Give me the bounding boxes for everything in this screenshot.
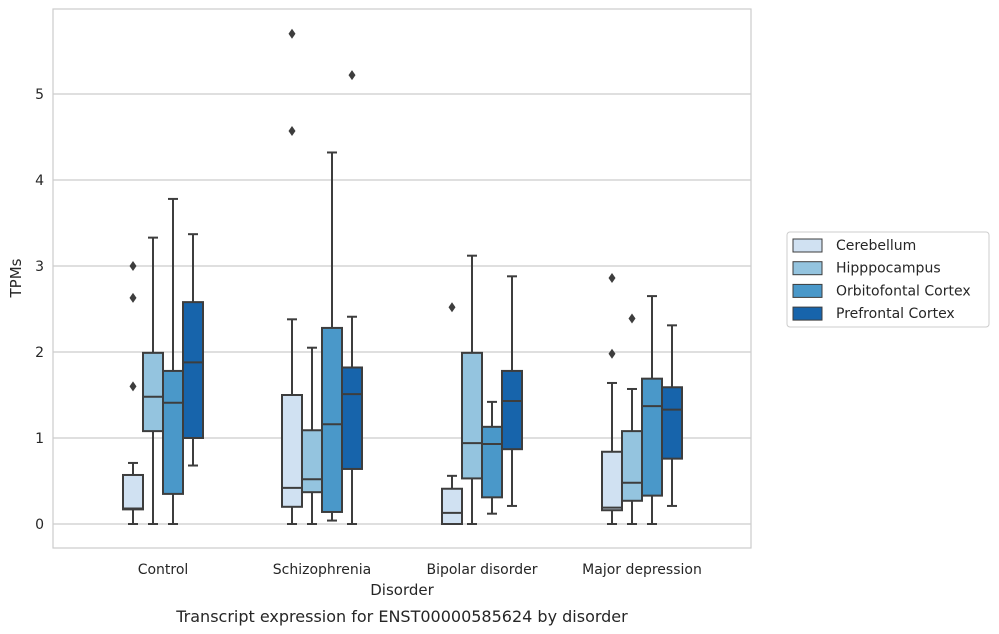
x-axis-ticks: Control Schizophrenia Bipolar disorder Majo… (138, 562, 702, 578)
y-tick-label: 5 (35, 87, 44, 103)
box-body (661, 386, 683, 460)
legend-label: Cerebellum (836, 238, 916, 254)
box-body (601, 450, 623, 512)
box-body (281, 394, 303, 508)
box (461, 254, 483, 525)
box-body (182, 301, 204, 439)
legend-swatch (792, 238, 823, 253)
box (441, 302, 463, 525)
box-body (641, 377, 663, 497)
outlier-point (129, 292, 137, 303)
box-series (122, 28, 683, 525)
box-body (301, 429, 323, 494)
y-tick-label: 3 (35, 259, 44, 275)
box-body (461, 351, 483, 480)
box (122, 261, 144, 525)
legend-label: Orbitofontal Cortex (836, 283, 971, 299)
legend-label: Hipppocampus (836, 261, 941, 277)
box-body (441, 487, 463, 525)
outlier-point (448, 302, 456, 313)
y-tick-label: 0 (35, 517, 44, 533)
plot-frame (52, 8, 752, 549)
legend: Cerebellum Hipppocampus Orbitofontal Corte… (786, 231, 990, 328)
y-tick-label: 1 (35, 431, 44, 447)
outlier-point (628, 313, 636, 324)
box-body (142, 351, 164, 433)
series-hipppocampus (142, 236, 643, 525)
box-body (122, 473, 144, 511)
outlier-point (129, 381, 137, 392)
box (481, 400, 503, 515)
x-tick-label: Bipolar disorder (426, 562, 537, 578)
x-tick-label: Major depression (582, 562, 702, 578)
box-body (621, 430, 643, 502)
outlier-point (129, 261, 137, 271)
plot-area (52, 8, 752, 549)
box (341, 70, 363, 525)
box-body (501, 369, 523, 451)
y-tick-label: 4 (35, 173, 44, 189)
legend-swatch (792, 283, 823, 298)
legend-swatch (792, 306, 823, 321)
box (142, 236, 164, 525)
box (501, 275, 523, 507)
y-tick-label: 2 (35, 345, 44, 361)
x-tick-label: Control (138, 562, 189, 578)
x-tick-label: Schizophrenia (273, 562, 371, 578)
box-body (162, 369, 184, 495)
legend-frame (786, 231, 990, 328)
outlier-point (348, 70, 356, 81)
legend-swatch (792, 261, 823, 276)
x-axis-title: Disorder (370, 581, 434, 599)
box-body (481, 425, 503, 499)
chart-caption: Transcript expression for ENST0000058562… (175, 607, 628, 626)
box-body (321, 326, 343, 513)
y-axis-title: TPMs (7, 258, 25, 298)
box (182, 233, 204, 467)
outlier-point (288, 125, 296, 136)
outlier-point (608, 348, 616, 359)
series-prefrontal-cortex (182, 70, 683, 525)
legend-label: Prefrontal Cortex (836, 306, 955, 322)
y-axis-ticks: 0 1 2 3 4 5 (35, 87, 44, 533)
box (661, 324, 683, 507)
outlier-point (608, 273, 616, 284)
outlier-point (288, 28, 296, 39)
box-body (341, 366, 363, 470)
box (621, 313, 643, 525)
box (301, 346, 323, 525)
box (321, 151, 343, 522)
series-cerebellum (122, 28, 623, 525)
